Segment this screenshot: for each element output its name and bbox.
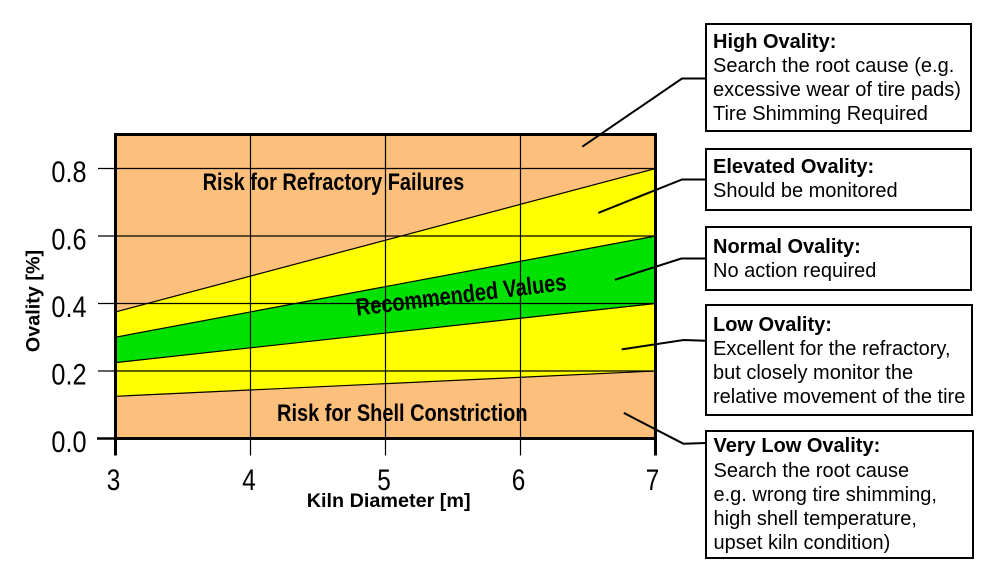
svg-text:0.8: 0.8 xyxy=(51,155,86,188)
svg-text:Ovality [%]: Ovality [%] xyxy=(23,250,45,352)
svg-text:6: 6 xyxy=(512,463,526,497)
svg-text:7: 7 xyxy=(646,463,660,497)
svg-text:3: 3 xyxy=(107,463,121,497)
svg-text:0.4: 0.4 xyxy=(51,290,86,323)
svg-text:5: 5 xyxy=(377,463,391,497)
svg-text:Kiln Diameter [m]: Kiln Diameter [m] xyxy=(307,490,471,512)
svg-text:0.6: 0.6 xyxy=(51,223,86,256)
svg-text:0.0: 0.0 xyxy=(51,425,86,458)
svg-text:0.2: 0.2 xyxy=(51,358,86,391)
svg-text:Risk for Refractory Failures: Risk for Refractory Failures xyxy=(203,168,465,195)
svg-text:4: 4 xyxy=(242,463,256,497)
svg-text:Risk for Shell Constriction: Risk for Shell Constriction xyxy=(277,399,528,426)
